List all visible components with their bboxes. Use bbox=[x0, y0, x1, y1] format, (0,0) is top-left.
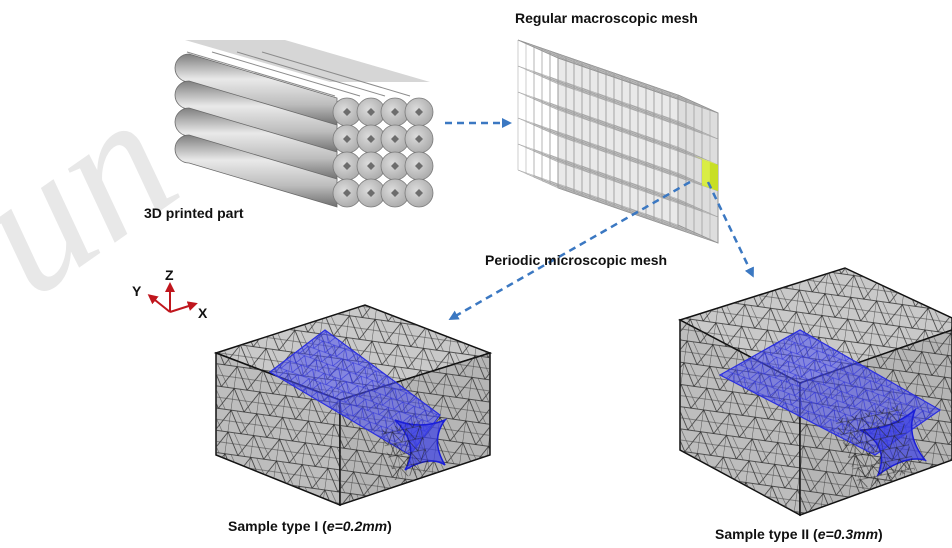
arrow-mesh-to-sample2 bbox=[706, 181, 754, 278]
periodic-mesh-label: Periodic microscopic mesh bbox=[485, 252, 668, 268]
axis-triad: Z Y X bbox=[132, 267, 208, 321]
sample1-caption: Sample type I (e=0.2mm) bbox=[228, 518, 392, 534]
axis-x-label: X bbox=[198, 305, 208, 321]
printed-part-illustration bbox=[174, 40, 434, 208]
printed-part-label: 3D printed part bbox=[144, 205, 244, 221]
axis-z-label: Z bbox=[165, 267, 174, 283]
regular-mesh-illustration bbox=[517, 39, 719, 244]
sample1-mesh-illustration bbox=[213, 304, 493, 507]
arrow-mesh-to-sample1 bbox=[448, 180, 691, 320]
regular-mesh-label: Regular macroscopic mesh bbox=[515, 10, 698, 26]
sample2-mesh-illustration bbox=[678, 267, 952, 517]
sample2-caption: Sample type II (e=0.3mm) bbox=[715, 526, 883, 542]
axis-y-label: Y bbox=[132, 283, 142, 299]
